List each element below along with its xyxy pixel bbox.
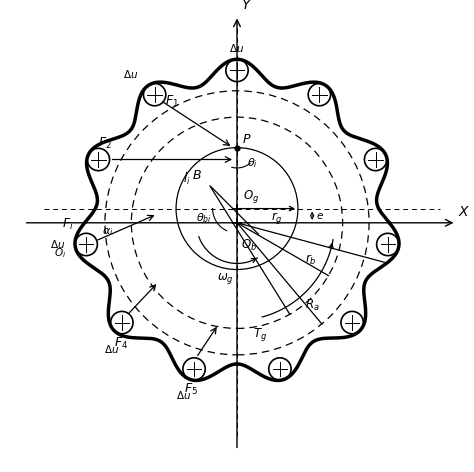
Text: $F_1$: $F_1$: [165, 94, 179, 109]
Text: $R_a$: $R_a$: [305, 298, 319, 313]
Text: $F_4$: $F_4$: [114, 336, 128, 351]
Text: $T_g$: $T_g$: [253, 326, 267, 343]
Text: $X$: $X$: [458, 205, 471, 219]
Text: $\theta_i$: $\theta_i$: [247, 156, 258, 170]
Text: $r_b$: $r_b$: [305, 253, 316, 267]
Text: $l_i$: $l_i$: [183, 171, 191, 187]
Text: $\Delta u$: $\Delta u$: [176, 389, 191, 401]
Text: $O_i$: $O_i$: [54, 246, 66, 260]
Text: $O_g$: $O_g$: [243, 187, 259, 204]
Text: $e$: $e$: [316, 211, 324, 221]
Text: $F_i$: $F_i$: [62, 217, 73, 232]
Text: $r_g$: $r_g$: [271, 210, 283, 226]
Text: $\omega_g$: $\omega_g$: [217, 271, 234, 286]
Text: $B$: $B$: [192, 169, 202, 182]
Text: $\Delta u$: $\Delta u$: [50, 238, 65, 251]
Text: $\theta_{bi}$: $\theta_{bi}$: [196, 211, 212, 225]
Text: $F_2$: $F_2$: [99, 136, 112, 152]
Text: $O_b$: $O_b$: [241, 238, 257, 253]
Text: $\Delta u$: $\Delta u$: [123, 68, 138, 80]
Text: $\alpha_i$: $\alpha_i$: [102, 226, 114, 238]
Text: $Y$: $Y$: [241, 0, 253, 11]
Text: $F_5$: $F_5$: [184, 382, 198, 397]
Text: $\Delta u$: $\Delta u$: [104, 343, 119, 355]
Text: $\Delta u$: $\Delta u$: [229, 42, 245, 54]
Text: $P$: $P$: [242, 133, 252, 145]
